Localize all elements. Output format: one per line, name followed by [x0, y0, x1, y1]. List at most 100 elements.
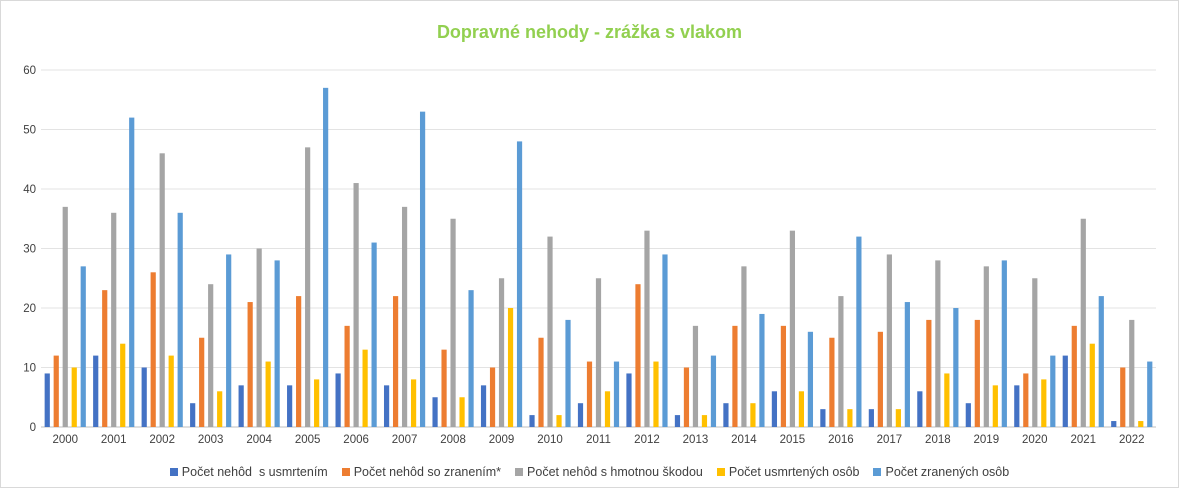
bar: [1014, 385, 1020, 427]
bar: [71, 367, 77, 427]
x-tick-label: 2013: [683, 434, 709, 446]
bar: [1050, 355, 1056, 427]
bar: [577, 403, 584, 427]
legend-item: Počet nehôd so zranením*: [341, 465, 502, 479]
bar: [1062, 355, 1068, 427]
bar: [895, 409, 901, 427]
y-tick-label: 50: [23, 125, 36, 137]
legend-item: Počet nehôd s hmotnou škodou: [515, 465, 703, 479]
bar: [344, 325, 350, 427]
bar: [489, 367, 496, 427]
bar: [296, 296, 302, 427]
bar: [419, 111, 426, 428]
bar: [692, 325, 699, 427]
x-tick-label: 2000: [52, 434, 78, 446]
x-tick-label: 2009: [489, 434, 515, 446]
bar: [1147, 361, 1153, 427]
bar: [789, 230, 796, 427]
bar: [529, 415, 535, 427]
legend-swatch: [716, 468, 725, 476]
bar: [410, 379, 417, 427]
bar: [274, 260, 280, 427]
bar: [904, 302, 910, 427]
bar: [498, 278, 505, 427]
bar: [1098, 296, 1104, 427]
bar: [1023, 373, 1029, 427]
bar: [838, 296, 844, 427]
bar: [480, 385, 487, 427]
bar: [401, 206, 408, 427]
bar: [565, 319, 571, 427]
bar: [829, 337, 835, 427]
bar: [586, 361, 593, 427]
x-tick-label: 2020: [1022, 434, 1048, 446]
bar: [613, 361, 620, 427]
legend-label: Počet nehôd so zranením*: [353, 465, 502, 479]
y-tick-label: 20: [23, 303, 36, 315]
bar: [199, 337, 205, 427]
legend-label: Počet nehôd s hmotnou škodou: [527, 465, 703, 479]
bar: [314, 379, 320, 427]
bar: [807, 331, 814, 427]
bar: [847, 409, 853, 427]
bar: [459, 397, 465, 427]
x-tick-label: 2017: [877, 434, 903, 446]
bar: [771, 391, 778, 427]
bar: [226, 254, 232, 427]
bar: [335, 373, 341, 427]
bar: [683, 367, 690, 427]
bar: [450, 218, 456, 427]
bar: [256, 248, 262, 427]
legend-item: Počet zranených osôb: [873, 465, 1009, 479]
bar: [974, 319, 980, 427]
bar: [1080, 218, 1086, 427]
legend-swatch: [341, 468, 350, 476]
bar: [953, 308, 959, 427]
legend-label: Počet usmrtených osôb: [728, 465, 860, 479]
x-tick-label: 2001: [101, 434, 127, 446]
bar: [1041, 379, 1047, 427]
y-tick-label: 40: [23, 184, 36, 196]
bar: [820, 409, 826, 427]
bar: [965, 403, 971, 427]
x-tick-label: 2010: [537, 434, 563, 446]
bar: [305, 147, 311, 427]
bar: [507, 308, 514, 427]
bar: [635, 284, 641, 427]
bar: [208, 284, 214, 427]
bar: [626, 373, 632, 427]
bar: [917, 391, 923, 427]
bar: [759, 313, 765, 427]
bar: [856, 236, 862, 427]
x-tick-label: 2022: [1119, 434, 1145, 446]
bar: [44, 373, 50, 427]
bar: [1120, 367, 1126, 427]
bar: [1111, 421, 1117, 427]
x-tick-label: 2021: [1070, 434, 1096, 446]
x-tick-label: 2016: [828, 434, 854, 446]
bar: [120, 343, 126, 427]
bar: [150, 272, 156, 427]
bar: [353, 183, 359, 427]
x-tick-label: 2018: [925, 434, 951, 446]
x-tick-label: 2004: [246, 434, 272, 446]
legend-item: Počet usmrtených osôb: [716, 465, 860, 479]
bar: [877, 331, 883, 427]
bar: [595, 278, 602, 427]
bar: [798, 391, 805, 427]
legend-swatch: [169, 468, 178, 476]
bar: [159, 153, 165, 428]
bar: [238, 385, 244, 427]
bar: [392, 296, 399, 427]
bar: [653, 361, 659, 427]
y-tick-label: 0: [30, 422, 36, 434]
x-tick-label: 2002: [149, 434, 175, 446]
bar: [287, 385, 293, 427]
bar: [556, 415, 562, 427]
legend-item: Počet nehôd s usmrtením: [169, 465, 328, 479]
x-tick-label: 2007: [392, 434, 418, 446]
bar: [168, 355, 174, 427]
bar: [383, 385, 390, 427]
bar: [80, 266, 86, 427]
x-tick-label: 2012: [634, 434, 660, 446]
